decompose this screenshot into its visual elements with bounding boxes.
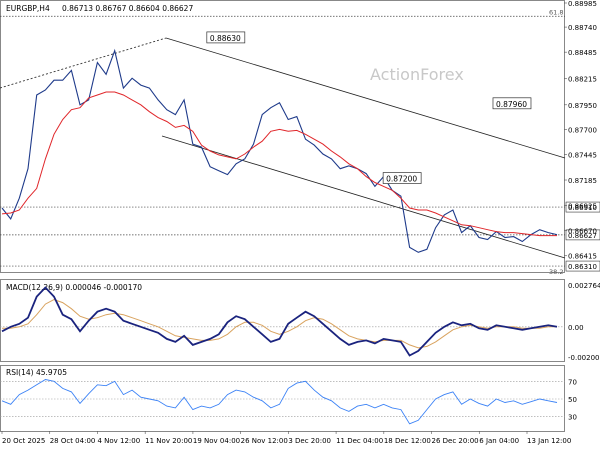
- xtick-label-6: 3 Dec 20:00: [288, 437, 331, 445]
- macd-panel-frame: [0, 279, 565, 362]
- annotation-label-2: 0.87200: [386, 175, 417, 184]
- price-ytick-label-5: 0.87700: [568, 126, 597, 134]
- xtick-label-3: 11 Nov 20:00: [145, 437, 192, 445]
- level-label-2: 0.86310: [568, 263, 597, 271]
- price-ytick-label-10: 0.86415: [568, 253, 597, 261]
- level-tag-2: [565, 260, 600, 272]
- rsi-panel-frame: [0, 365, 565, 432]
- price-ytick-label-4: 0.87950: [568, 102, 597, 110]
- macd-signal-line: [2, 299, 557, 349]
- annotation-box-1: [492, 97, 532, 110]
- macd-ytick-label-0: 0.002764: [568, 282, 600, 290]
- chart-ohlc: 0.86713 0.86767 0.86604 0.86627: [62, 4, 193, 13]
- price-ytick-label-7: 0.87185: [568, 177, 597, 185]
- channel-upper-line: [165, 37, 566, 159]
- xtick-label-4: 19 Nov 04:00: [193, 437, 240, 445]
- rsi-title: RSI(14) 45.9705: [6, 368, 67, 377]
- macd-line: [1, 286, 558, 357]
- xtick-label-7: 11 Dec 04:00: [336, 437, 383, 445]
- annotation-box-2: [382, 172, 422, 184]
- xtick-label-8: 18 Dec 12:00: [384, 437, 431, 445]
- channel-lower-line: [161, 135, 566, 259]
- chart-symbol: EURGBP,H4: [6, 4, 50, 13]
- price-ytick-label-2: 0.88485: [568, 49, 597, 57]
- fib-label-2: 38.2: [549, 268, 563, 276]
- rsi-ytick-label-2: 30: [568, 414, 577, 422]
- price-ytick-label-3: 0.88215: [568, 76, 597, 84]
- annotation-label-0: 0.88630: [210, 34, 241, 43]
- rsi-ytick-label-1: 50: [568, 396, 577, 404]
- price-ytick-label-6: 0.87445: [568, 151, 597, 159]
- price-series-line: [1, 48, 558, 253]
- xtick-label-10: 6 Jan 04:00: [479, 437, 519, 445]
- annotation-label-1: 0.87960: [496, 100, 527, 109]
- xtick-label-1: 28 Oct 04:00: [50, 437, 96, 445]
- price-ytick-label-9: 0.86670: [568, 228, 597, 236]
- xtick-label-11: 13 Jan 12:00: [527, 437, 571, 445]
- level-label-1: 0.86627: [568, 232, 597, 240]
- price-ytick-label-1: 0.88740: [568, 24, 597, 32]
- xtick-label-0: 20 Oct 2025: [2, 437, 45, 445]
- level-tag-1: [565, 229, 600, 241]
- ma-series-line: [1, 91, 557, 237]
- macd-ytick-label-1: 0.00: [568, 324, 584, 332]
- xtick-label-9: 26 Dec 20:00: [432, 437, 479, 445]
- price-ytick-label-0: 0.88985: [568, 0, 597, 8]
- macd-title: MACD(12,26,9) 0.000046 -0.000170: [6, 283, 142, 292]
- price-panel-frame: [0, 0, 565, 273]
- rsi-ytick-label-0: 70: [568, 378, 577, 386]
- dotted-trend-line: [0, 37, 167, 89]
- level-tag-0: [565, 201, 600, 213]
- annotation-box-0: [206, 31, 246, 44]
- price-ytick-label-8: 0.86925: [568, 203, 597, 211]
- rsi-line: [1, 379, 558, 425]
- watermark: ActionForex: [370, 65, 464, 84]
- xtick-label-5: 26 Nov 12:00: [241, 437, 288, 445]
- level-label-0: 0.86910: [568, 204, 597, 212]
- macd-ytick-label-2: -0.002005: [568, 354, 600, 362]
- xtick-label-2: 4 Nov 12:00: [97, 437, 140, 445]
- fib-label-3: 61.8: [549, 8, 563, 16]
